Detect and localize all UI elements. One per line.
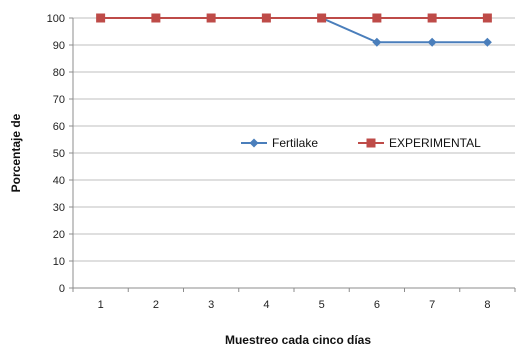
- x-tick-label: 7: [429, 299, 435, 311]
- y-tick-label: 50: [53, 148, 65, 160]
- y-tick-label: 0: [59, 283, 65, 295]
- axes: [69, 17, 516, 292]
- x-axis-title: Muestreo cada cinco días: [225, 333, 371, 345]
- x-tick-labels: 1 2 3 4 5 6 7 8: [98, 299, 491, 311]
- data-point: [427, 13, 437, 23]
- legend-marker: [249, 138, 259, 148]
- y-tick-label: 70: [53, 94, 65, 106]
- data-point: [372, 13, 382, 23]
- y-tick-label: 80: [53, 67, 65, 79]
- x-tick-label: 5: [319, 299, 325, 311]
- data-point: [427, 37, 437, 47]
- data-point: [261, 13, 271, 23]
- legend-item: EXPERIMENTAL: [358, 136, 481, 150]
- legend-marker: [366, 138, 376, 148]
- data-point: [372, 37, 382, 47]
- data-point: [206, 13, 216, 23]
- legend-label: EXPERIMENTAL: [389, 136, 481, 150]
- x-tick-label: 2: [153, 299, 159, 311]
- legend-label: Fertilake: [272, 136, 318, 150]
- series-group: [96, 13, 492, 47]
- data-point: [482, 13, 492, 23]
- legend: Fertilake EXPERIMENTAL: [241, 136, 481, 150]
- y-axis-title: Porcentaje de: [9, 113, 23, 192]
- y-tick-labels: 0 10 20 30 40 50 60 70 80 90 100: [47, 13, 65, 295]
- y-tick-label: 90: [53, 40, 65, 52]
- y-tick-label: 100: [47, 13, 65, 25]
- x-tick-label: 3: [208, 299, 214, 311]
- x-tick-label: 8: [484, 299, 490, 311]
- y-tick-label: 10: [53, 256, 65, 268]
- x-tick-label: 4: [263, 299, 269, 311]
- y-tick-label: 40: [53, 175, 65, 187]
- data-point: [151, 13, 161, 23]
- y-tick-label: 20: [53, 229, 65, 241]
- x-tick-label: 6: [374, 299, 380, 311]
- y-tick-label: 60: [53, 121, 65, 133]
- series-experimental: [96, 13, 492, 23]
- data-point: [482, 37, 492, 47]
- data-point: [317, 13, 327, 23]
- legend-item: Fertilake: [241, 136, 318, 150]
- x-tick-label: 1: [98, 299, 104, 311]
- data-point: [96, 13, 106, 23]
- y-tick-label: 30: [53, 202, 65, 214]
